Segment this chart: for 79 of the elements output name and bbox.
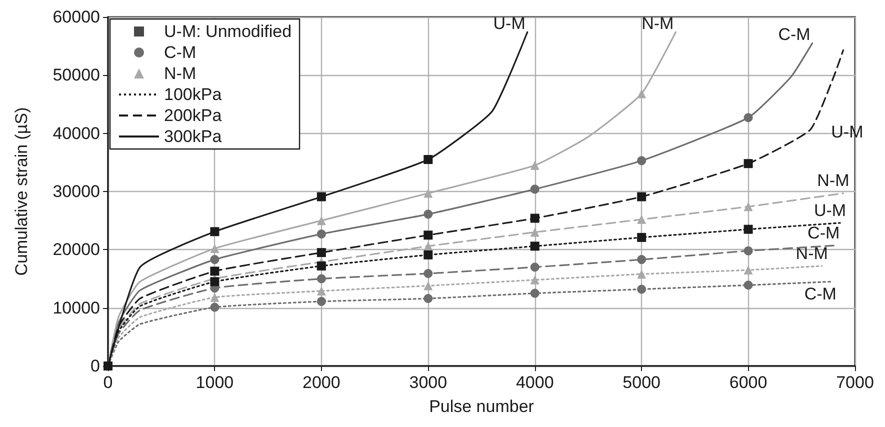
point xyxy=(316,216,326,226)
point xyxy=(424,294,433,304)
series-label: N-M xyxy=(642,14,674,34)
legend-label: 300kPa xyxy=(164,127,222,146)
point xyxy=(637,255,646,264)
point xyxy=(210,302,220,312)
point xyxy=(316,229,326,238)
series-label: N-M xyxy=(817,171,850,190)
point xyxy=(530,214,540,223)
x-tick-label: 2000 xyxy=(302,373,340,392)
point xyxy=(316,296,326,306)
point xyxy=(530,228,540,237)
x-tick-label: 0 xyxy=(103,373,113,392)
y-tick-label: 50000 xyxy=(52,66,100,85)
point xyxy=(424,250,433,260)
x-tick-label: 4000 xyxy=(516,373,554,392)
series-label: U-M xyxy=(493,14,526,34)
y-tick-label: 30000 xyxy=(52,182,100,201)
point xyxy=(637,214,646,224)
point xyxy=(637,270,646,279)
legend-label: U-M: Unmodified xyxy=(164,22,292,41)
point xyxy=(316,274,326,284)
point xyxy=(424,230,433,240)
point xyxy=(744,159,753,168)
y-axis-title: Cumulative strain (µS) xyxy=(12,107,31,276)
series-label: C-M xyxy=(808,224,840,243)
point xyxy=(210,227,220,236)
point xyxy=(530,288,540,298)
point xyxy=(210,244,220,254)
x-tick-label: 1000 xyxy=(196,373,234,392)
point xyxy=(637,284,646,294)
series-label: N-M xyxy=(796,244,828,263)
series-label: C-M xyxy=(778,25,810,44)
point xyxy=(744,246,753,256)
y-tick-label: 20000 xyxy=(52,240,100,260)
point xyxy=(744,224,753,234)
point xyxy=(316,248,326,258)
legend-label: 200kPa xyxy=(164,106,222,125)
point xyxy=(637,232,646,242)
point xyxy=(210,266,220,276)
x-tick-label: 6000 xyxy=(729,373,768,392)
series-label: U-M xyxy=(831,122,864,142)
point xyxy=(424,210,433,219)
point xyxy=(424,269,433,278)
point xyxy=(744,266,753,275)
point xyxy=(210,277,220,286)
point xyxy=(316,261,326,270)
x-tick-label: 3000 xyxy=(409,373,448,392)
y-tick-label: 10000 xyxy=(52,298,100,318)
point xyxy=(530,160,540,170)
point xyxy=(316,286,326,296)
point xyxy=(530,184,540,194)
point xyxy=(210,292,220,302)
point xyxy=(637,89,646,98)
point xyxy=(744,280,753,290)
point xyxy=(424,242,433,251)
point xyxy=(744,202,753,212)
series-label: C-M xyxy=(804,284,836,304)
point xyxy=(530,242,540,251)
point xyxy=(424,155,433,164)
x-tick-label: 7000 xyxy=(836,373,874,392)
series-label: U-M xyxy=(814,200,846,220)
y-tick-label: 40000 xyxy=(52,124,100,143)
point xyxy=(424,188,433,198)
y-tick-label: 0 xyxy=(90,356,100,376)
y-tick-label: 60000 xyxy=(52,8,100,26)
point xyxy=(530,275,540,284)
point xyxy=(637,192,646,202)
point xyxy=(530,262,540,272)
x-tick-label: 5000 xyxy=(622,373,660,392)
legend-label: N-M xyxy=(164,64,196,83)
legend-label: C-M xyxy=(164,43,196,62)
point xyxy=(210,255,220,264)
point xyxy=(316,192,326,202)
x-axis-title: Pulse number xyxy=(429,397,534,416)
point xyxy=(424,281,433,290)
point xyxy=(637,156,646,166)
point xyxy=(744,113,753,122)
legend-label: 100kPa xyxy=(164,85,222,104)
